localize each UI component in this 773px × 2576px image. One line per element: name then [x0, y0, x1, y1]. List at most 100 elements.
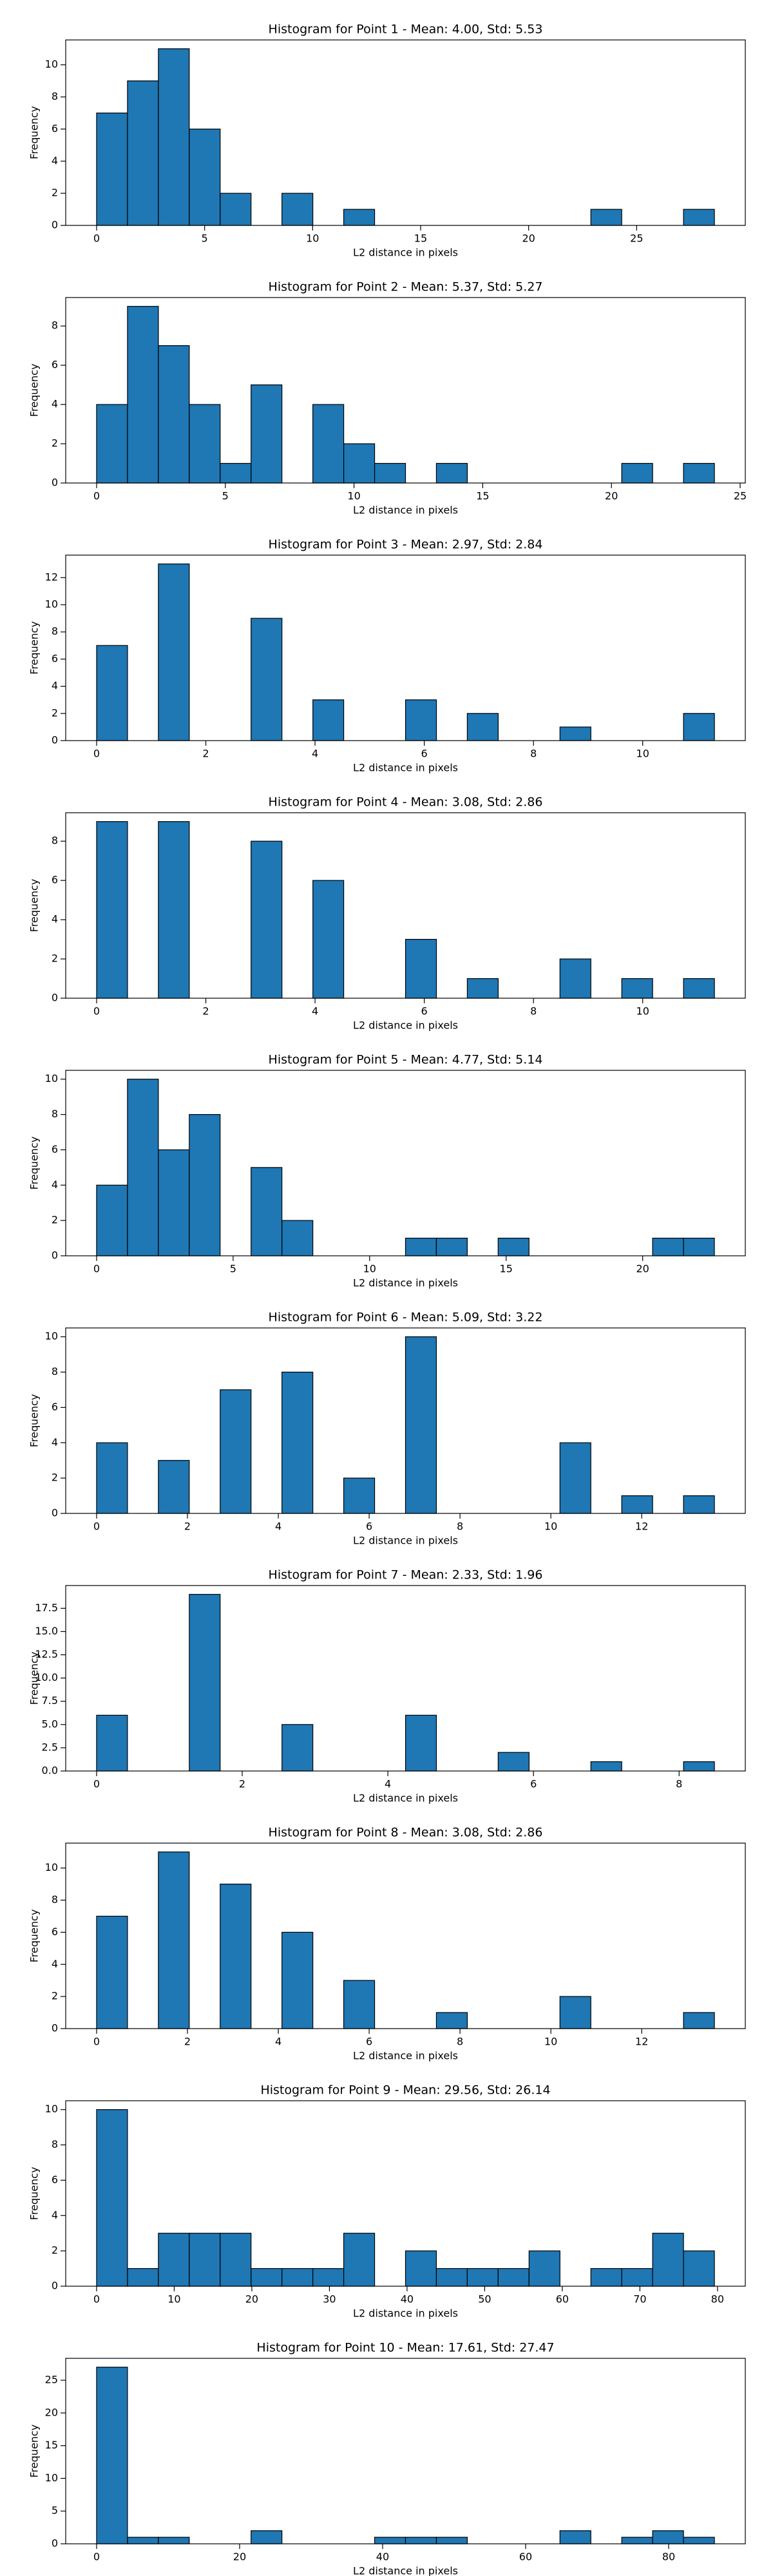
bar — [282, 1931, 314, 2029]
bar — [652, 1237, 684, 1256]
y-tick-label: 0.0 — [42, 1765, 58, 1777]
x-tick-label: 0 — [93, 490, 100, 502]
bar — [374, 2537, 406, 2544]
x-axis-label: L2 distance in pixels — [353, 504, 458, 516]
y-tick-label: 2.5 — [42, 1741, 58, 1753]
x-tick-label: 4 — [275, 2036, 282, 2048]
chart-title: Histogram for Point 2 - Mean: 5.37, Std:… — [269, 280, 543, 294]
x-tick-label: 10 — [636, 1005, 649, 1018]
x-tick-label: 20 — [636, 1263, 649, 1275]
axes-frame — [65, 39, 746, 226]
bar — [652, 2233, 684, 2287]
bar — [559, 1442, 591, 1514]
y-axis-label: Frequency — [28, 2425, 41, 2478]
chart-title: Histogram for Point 3 - Mean: 2.97, Std:… — [269, 538, 543, 552]
bar — [528, 2250, 560, 2287]
x-axis-label: L2 distance in pixels — [353, 247, 458, 259]
x-tick-label: 5 — [230, 1263, 236, 1275]
y-tick-label: 8 — [52, 835, 58, 847]
y-tick-label: 4 — [52, 398, 58, 410]
bar — [127, 1079, 159, 1256]
y-axis-label: Frequency — [28, 621, 41, 675]
y-tick-label: 5 — [52, 2505, 58, 2517]
bar — [96, 404, 128, 484]
y-tick-label: 10 — [45, 1861, 58, 1873]
chart-title: Histogram for Point 1 - Mean: 4.00, Std:… — [269, 23, 543, 37]
chart-title: Histogram for Point 5 - Mean: 4.77, Std:… — [269, 1053, 543, 1067]
bar — [683, 462, 715, 484]
bar — [158, 1149, 190, 1256]
y-tick-label: 5.0 — [42, 1718, 58, 1730]
y-tick-label: 8 — [52, 1893, 58, 1906]
x-tick-label: 25 — [630, 232, 643, 245]
y-axis-label: Frequency — [28, 1137, 41, 1190]
x-tick-label: 0 — [93, 1005, 100, 1018]
bar — [127, 2268, 159, 2287]
chart-title: Histogram for Point 10 - Mean: 17.61, St… — [256, 2341, 554, 2355]
bar — [96, 112, 128, 226]
bar — [621, 978, 653, 999]
x-tick-label: 6 — [366, 1520, 372, 1533]
bar — [189, 128, 221, 226]
bar — [127, 80, 159, 226]
x-tick-label: 60 — [556, 2293, 569, 2306]
y-tick-label: 8 — [52, 1108, 58, 1120]
x-tick-label: 2 — [202, 748, 209, 760]
y-axis-label: Frequency — [28, 364, 41, 417]
y-tick-label: 6 — [52, 1401, 58, 1413]
x-tick-label: 60 — [519, 2551, 532, 2563]
bar — [251, 384, 283, 484]
bar — [621, 2268, 653, 2287]
bar — [405, 699, 437, 741]
y-tick-label: 0 — [52, 1507, 58, 1519]
x-axis-label: L2 distance in pixels — [353, 1792, 458, 1804]
bar — [497, 1752, 530, 1772]
x-axis-label: L2 distance in pixels — [353, 1535, 458, 1547]
y-tick-label: 20 — [45, 2406, 58, 2418]
x-tick-label: 2 — [184, 1520, 191, 1533]
chart-title: Histogram for Point 6 - Mean: 5.09, Std:… — [269, 1311, 543, 1325]
bar — [590, 209, 622, 226]
y-tick-label: 0 — [52, 477, 58, 489]
bar — [251, 618, 283, 741]
y-tick-label: 2 — [52, 2244, 58, 2257]
y-tick-label: 0 — [52, 992, 58, 1004]
bar — [683, 209, 715, 226]
y-tick-label: 10.0 — [35, 1671, 58, 1683]
x-tick-label: 50 — [478, 2293, 491, 2306]
bar — [312, 404, 345, 484]
axes-frame — [65, 2358, 746, 2544]
bar — [343, 1980, 376, 2029]
y-axis-label: Frequency — [28, 1909, 41, 1963]
bar — [96, 1714, 128, 1772]
x-tick-label: 4 — [275, 1520, 282, 1533]
bar — [158, 2233, 190, 2287]
y-tick-label: 10 — [45, 598, 58, 611]
bar — [158, 1852, 190, 2029]
y-tick-label: 0 — [52, 2022, 58, 2034]
x-tick-label: 0 — [93, 2036, 100, 2048]
y-tick-label: 2 — [52, 187, 58, 199]
bar — [158, 48, 190, 226]
x-axis-label: L2 distance in pixels — [353, 762, 458, 774]
x-axis-label: L2 distance in pixels — [353, 2307, 458, 2320]
bar — [590, 1761, 622, 1772]
y-tick-label: 4 — [52, 679, 58, 692]
y-tick-label: 15 — [45, 2439, 58, 2451]
y-tick-label: 0 — [52, 2537, 58, 2550]
y-tick-label: 8 — [52, 1365, 58, 1378]
bar — [220, 193, 252, 226]
bar — [282, 1220, 314, 1256]
bar — [590, 2268, 622, 2287]
bar — [251, 840, 283, 999]
bar — [251, 1167, 283, 1256]
y-tick-label: 8 — [52, 90, 58, 102]
bar — [621, 1495, 653, 1514]
x-tick-label: 6 — [366, 2036, 372, 2048]
y-tick-label: 2 — [52, 1472, 58, 1484]
y-tick-label: 6 — [52, 652, 58, 665]
x-tick-label: 5 — [222, 490, 229, 502]
x-tick-label: 12 — [635, 1520, 648, 1533]
x-tick-label: 4 — [312, 748, 318, 760]
y-tick-label: 6 — [52, 122, 58, 135]
